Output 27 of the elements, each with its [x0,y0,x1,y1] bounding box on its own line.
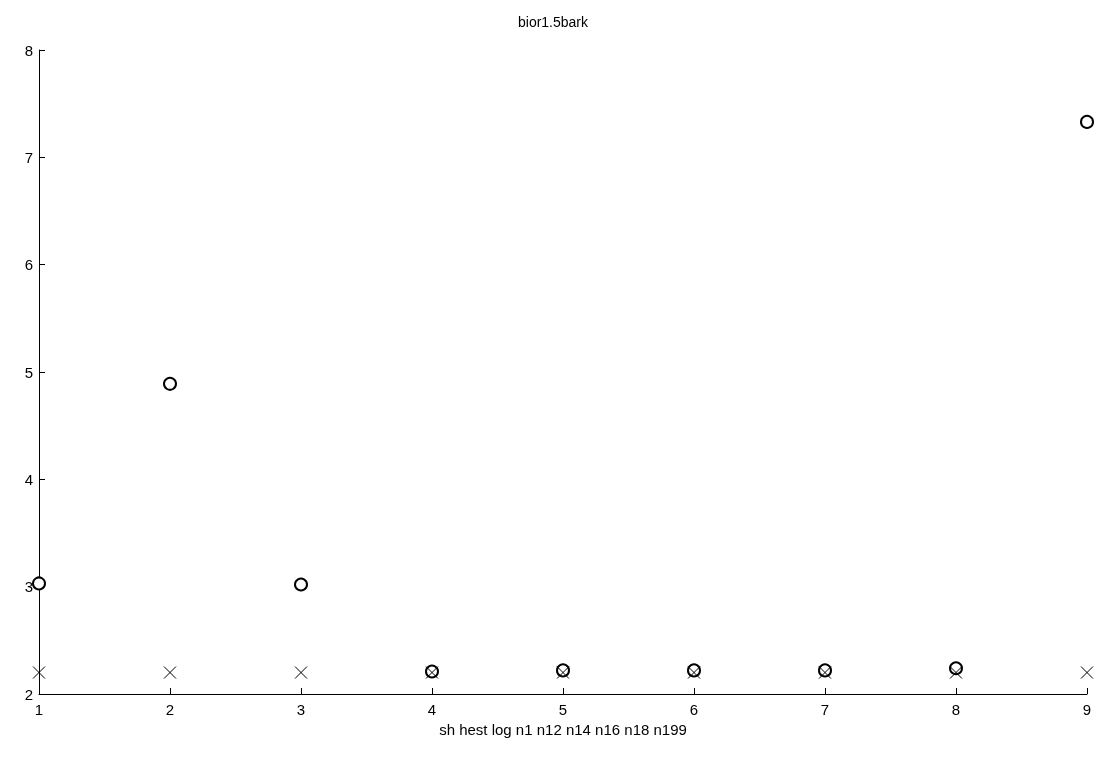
point [32,576,46,591]
y-tick-label: 8 [24,41,33,59]
point [1080,114,1094,129]
point [163,376,177,391]
x-tick-label: 6 [689,701,699,718]
point [949,666,963,680]
x-tick-label: 9 [1082,701,1092,718]
x-tick-label: 1 [34,701,44,718]
y-tick-label: 2 [24,685,33,703]
x-axis-title: sh hest log n1 n12 n14 n16 n18 n199 [439,720,687,738]
point [294,577,308,592]
x-tick-label: 5 [558,701,568,718]
x-tick-label: 4 [427,701,437,718]
y-tick-label: 6 [24,256,33,274]
x-tick-label: 2 [165,701,175,718]
x-tick-label: 3 [296,701,306,718]
point [1080,666,1094,680]
chart-title: bior1.5bark [517,14,590,30]
x-tick-label: 7 [820,701,830,718]
point [163,666,177,680]
y-tick-label: 5 [24,363,33,381]
point [294,666,308,680]
y-tick-label: 3 [24,578,33,596]
y-tick-label: 7 [24,148,33,166]
y-tick-label: 4 [24,470,33,488]
x-tick-label: 8 [951,701,961,718]
point [32,666,46,680]
